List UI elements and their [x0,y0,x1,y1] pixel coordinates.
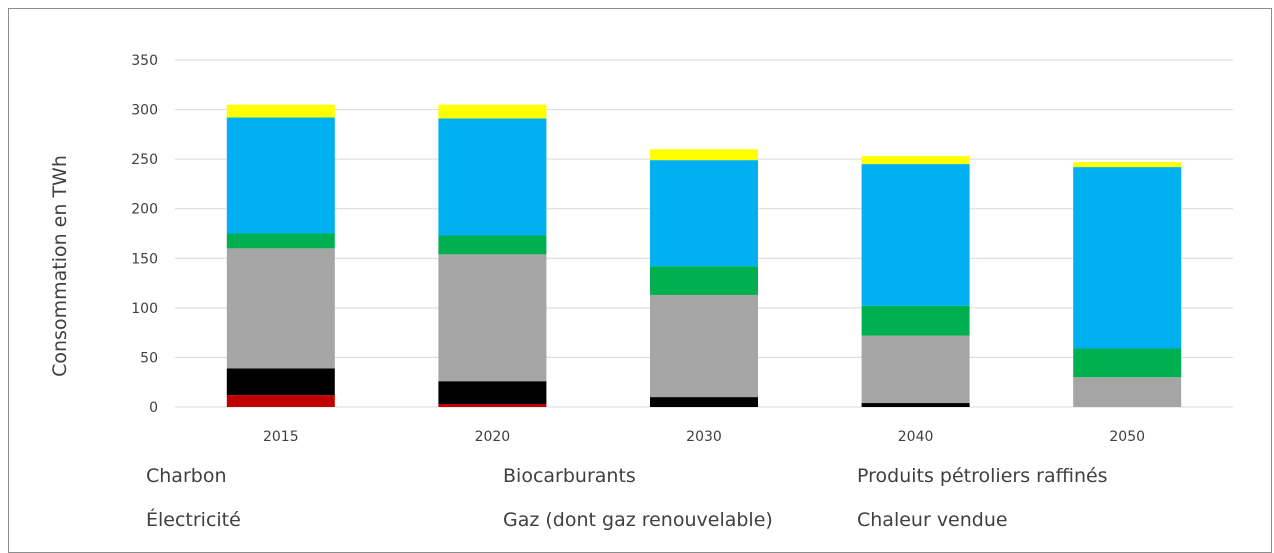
y-axis-ticks: 0 50 100 150 200 250 300 350 [131,53,158,416]
y-tick-label: 100 [131,301,158,317]
x-tick-label: 2050 [1109,429,1145,445]
x-tick-label: 2020 [475,429,511,445]
y-tick-label: 200 [131,202,158,218]
x-tick-label: 2030 [686,429,722,445]
bar-segment [650,295,758,397]
bar-segment [438,404,546,407]
bar-segment [650,397,758,407]
bar-segment [862,336,970,403]
bar-segment [862,156,970,164]
bar-segment [227,248,335,368]
bar-segment [1073,349,1181,378]
x-tick-label: 2015 [263,429,299,445]
bar-segment [650,149,758,160]
bar-segment [227,395,335,407]
bar-segment [438,235,546,254]
y-tick-label: 50 [140,350,158,366]
bars [227,105,1181,407]
bar-segment [438,105,546,119]
legend-item: Produits pétroliers raffinés [857,465,1108,487]
y-tick-label: 250 [131,152,158,168]
y-tick-label: 150 [131,251,158,267]
bar-segment [227,368,335,395]
y-tick-label: 0 [149,400,158,416]
y-axis-label: Consommation en TWh [49,155,71,377]
bar-segment [862,403,970,407]
bar-segment [227,118,335,234]
bar-segment [227,105,335,118]
legend-item: Chaleur vendue [857,509,1008,531]
bar-segment [862,306,970,336]
y-tick-label: 300 [131,103,158,119]
bar-segment [438,254,546,381]
bar-segment [650,160,758,266]
legend-item: Biocarburants [503,465,636,487]
bar-segment [1073,162,1181,167]
bar-segment [650,266,758,295]
x-axis-ticks: 2015 2020 2030 2040 2050 [263,429,1145,445]
bar-segment [438,118,546,235]
bar-segment [1073,377,1181,407]
bar-segment [438,381,546,404]
legend-item: Électricité [146,509,241,531]
legend-item: Charbon [146,465,227,487]
bar-segment [862,164,970,306]
bar-segment [227,234,335,249]
legend-item: Gaz (dont gaz renouvelable) [503,509,773,531]
x-tick-label: 2040 [898,429,934,445]
y-tick-label: 350 [131,53,158,69]
bar-segment [1073,167,1181,348]
